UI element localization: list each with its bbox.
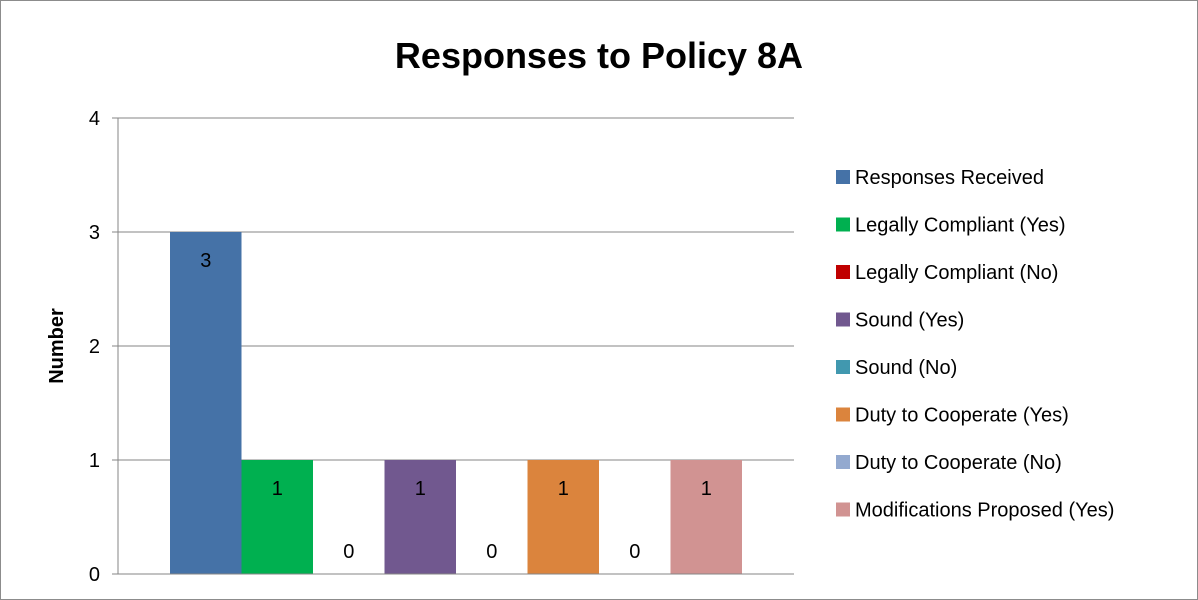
- legend: Responses Received Legally Compliant (Yes…: [836, 167, 1114, 522]
- legend-label: Sound (No): [855, 357, 957, 379]
- data-label: 0: [343, 541, 354, 563]
- data-label: 3: [200, 250, 211, 272]
- legend-label: Modifications Proposed (Yes): [855, 500, 1114, 522]
- y-axis-label: Number: [46, 308, 68, 384]
- bar-responses-received: [170, 232, 242, 574]
- y-tick-label: 0: [89, 564, 100, 586]
- bar-sound-yes: [384, 460, 456, 574]
- data-label: 0: [486, 541, 497, 563]
- legend-swatch: [836, 265, 850, 279]
- legend-swatch: [836, 170, 850, 184]
- y-tick-label: 2: [89, 336, 100, 358]
- legend-label: Sound (Yes): [855, 310, 964, 332]
- data-label: 1: [272, 478, 283, 500]
- data-label: 1: [558, 478, 569, 500]
- y-axis-ticks: 0 1 2 3 4: [89, 108, 118, 586]
- legend-label: Duty to Cooperate (No): [855, 452, 1062, 474]
- bar-duty-to-cooperate-yes: [527, 460, 599, 574]
- y-tick-label: 1: [89, 450, 100, 472]
- bars: [170, 232, 742, 574]
- chart-title: Responses to Policy 8A: [395, 35, 803, 76]
- y-tick-label: 3: [89, 222, 100, 244]
- y-tick-label: 4: [89, 108, 100, 130]
- data-label: 1: [701, 478, 712, 500]
- legend-swatch: [836, 217, 850, 232]
- legend-swatch: [836, 455, 850, 469]
- legend-label: Duty to Cooperate (Yes): [855, 405, 1069, 427]
- data-labels: 3 1 0 1 0 1 0 1: [200, 250, 712, 563]
- bar-legally-compliant-yes: [241, 460, 313, 574]
- data-label: 0: [629, 541, 640, 563]
- legend-label: Responses Received: [855, 167, 1044, 189]
- legend-swatch: [836, 407, 850, 422]
- bar-modifications-proposed-yes: [670, 460, 742, 574]
- legend-label: Legally Compliant (No): [855, 262, 1058, 284]
- legend-swatch: [836, 360, 850, 374]
- legend-swatch: [836, 312, 850, 327]
- legend-swatch: [836, 502, 850, 517]
- legend-label: Legally Compliant (Yes): [855, 215, 1065, 237]
- data-label: 1: [415, 478, 426, 500]
